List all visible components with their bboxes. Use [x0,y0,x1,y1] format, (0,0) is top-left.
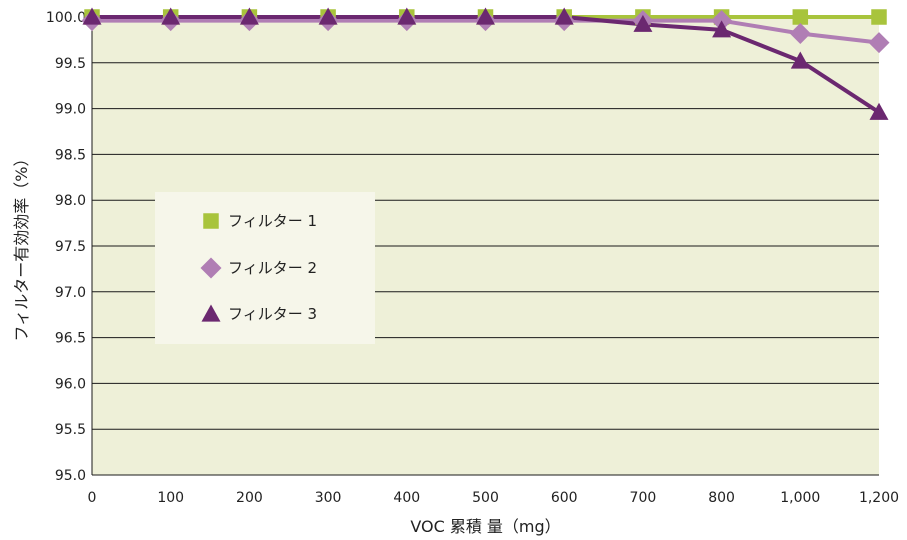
axes [91,17,879,476]
series-2-point [789,22,811,44]
legend-marker-3 [201,304,221,322]
legend: フィルター 1 フィルター 2 フィルター 3 [155,192,375,344]
y-tick-label: 98.5 [55,147,86,163]
y-tick-label: 95.5 [55,422,86,438]
y-tick-label: 97.0 [55,285,86,301]
y-tick-label: 100.0 [46,10,86,26]
x-tick-label: 100 [157,490,184,506]
legend-marker-1 [203,213,219,229]
x-tick-label: 400 [393,490,420,506]
series-1-point [792,9,809,25]
series-3-point [633,14,653,32]
legend-label-1: フィルター 1 [228,212,317,230]
series-3-point [397,7,417,25]
y-tick-label: 96.5 [55,331,86,347]
y-axis-title: フィルター有効効率（%） [12,151,31,342]
x-tick-label: 700 [630,490,657,506]
x-axis-title: VOC 累積 量（mg） [410,517,560,536]
series-2-point [868,32,890,54]
y-tick-label: 95.0 [55,468,86,484]
legend-box [155,192,375,344]
x-tick-label: 0 [88,490,97,506]
series-3-point [712,20,732,38]
y-tick-label: 99.0 [55,102,86,118]
y-tick-label: 96.0 [55,376,86,392]
x-tick-label: 800 [708,490,735,506]
y-tick-label: 97.5 [55,239,86,255]
x-tick-label: 500 [472,490,499,506]
legend-label-3: フィルター 3 [228,305,317,323]
series-markers [81,7,890,120]
legend-label-2: フィルター 2 [228,259,317,277]
y-tick-label: 98.0 [55,193,86,209]
series-3-point [82,7,102,25]
legend-marker-2 [200,257,222,279]
series-3-point [318,7,338,25]
x-axis-ticks: 0 100 200 300 400 500 600 700 800 1,000 1,200 [88,490,900,506]
x-tick-label: 300 [315,490,342,506]
x-tick-label: 200 [236,490,263,506]
x-tick-label: 1,200 [859,490,899,506]
x-tick-label: 600 [551,490,578,506]
series-3-point [554,7,574,25]
series-1-point [871,9,887,25]
series-3-point [161,7,181,25]
series-3-point [790,51,810,69]
series-3-point [869,102,889,120]
series-3-point [476,7,495,25]
series-3-point [239,7,259,25]
x-tick-label: 1,000 [780,490,820,506]
y-axis-ticks: 95.0 95.5 96.0 96.5 97.0 97.5 98.0 98.5 99.0 99.5… [46,10,86,484]
y-tick-label: 99.5 [55,56,86,72]
